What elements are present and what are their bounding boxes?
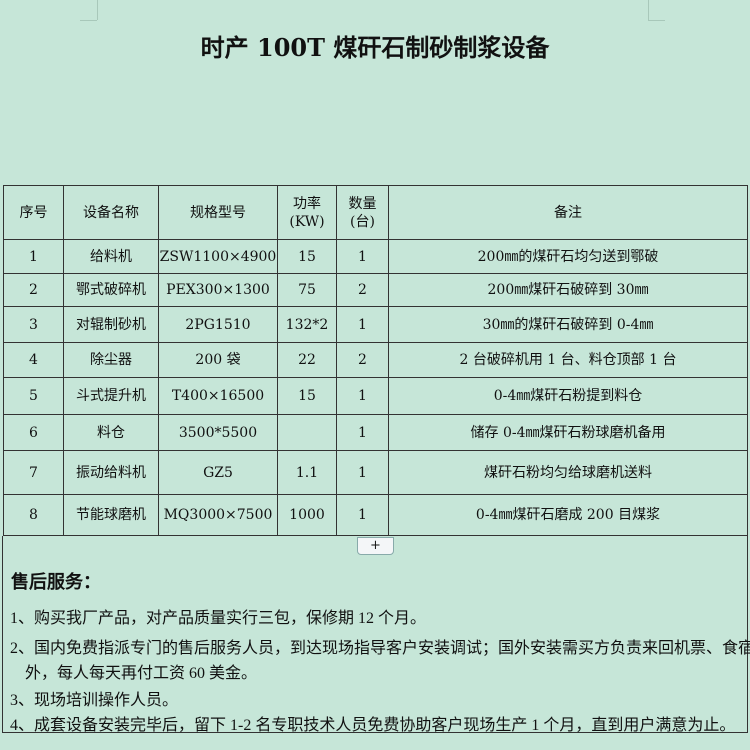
service-line: 3、现场培训操作人员。 [10,692,179,709]
header-model: 规格型号 [158,185,278,240]
service-line: 4、成套设备安装完毕后，留下 1-2 名专职技术人员免费协助客户现场生产 1 个… [10,717,736,734]
table-header-row: 序号 设备名称 规格型号 功率 (KW) 数量 (台) 备注 [3,185,748,240]
row-index-cell: 6 [3,414,64,451]
equipment-name-cell: 料仓 [63,414,159,451]
header-qty-label: 数量 [348,195,377,212]
power-cell: 132*2 [277,306,337,343]
equipment-name-cell: 给料机 [63,239,159,274]
row-index-cell: 8 [3,494,64,536]
row-index-cell: 3 [3,306,64,343]
table-row: 6 料仓 3500*5500 1 储存 0-4㎜煤矸石粉球磨机备用 [3,414,748,451]
quantity-cell: 2 [336,342,389,378]
equipment-name-cell: 振动给料机 [63,450,159,495]
corner-mark [97,0,98,20]
notes-cell: 储存 0-4㎜煤矸石粉球磨机备用 [388,414,748,451]
notes-cell: 煤矸石粉均匀给球磨机送料 [388,450,748,495]
equipment-name-cell: 鄂式破碎机 [63,273,159,307]
row-index-cell: 7 [3,450,64,495]
model-cell: 200 袋 [158,342,278,378]
model-cell: PEX300×1300 [158,273,278,307]
header-power-unit: (KW) [289,213,325,230]
equipment-name-cell: 对辊制砂机 [63,306,159,343]
power-cell [277,414,337,451]
row-index-cell: 1 [3,239,64,274]
equipment-table: 序号 设备名称 规格型号 功率 (KW) 数量 (台) 备注 1 给料机 ZSW1100… [3,185,748,536]
model-cell: GZ5 [158,450,278,495]
after-sales-section: 售后服务： 1、购买我厂产品，对产品质量实行三包，保修期 12 个月。 2、国内… [2,536,750,734]
service-heading: 售后服务： [11,572,101,592]
notes-cell: 0-4㎜煤矸石粉提到料仓 [388,377,748,415]
quantity-cell: 1 [336,450,389,495]
model-cell: ZSW1100×4900 [158,239,278,274]
notes-cell: 30㎜的煤矸石破碎到 0-4㎜ [388,306,748,343]
table-row: 1 给料机 ZSW1100×4900 15 1 200㎜的煤矸石均匀送到鄂破 [3,239,748,274]
corner-mark [648,20,665,21]
add-row-button[interactable]: + [357,537,394,555]
header-notes: 备注 [388,185,748,240]
page-title: 时产 100T 煤矸石制砂制浆设备 [200,33,550,62]
row-index-cell: 5 [3,377,64,415]
model-cell: T400×16500 [158,377,278,415]
service-line: 1、购买我厂产品，对产品质量实行三包，保修期 12 个月。 [10,610,427,627]
power-cell: 1.1 [277,450,337,495]
table-row: 3 对辊制砂机 2PG1510 132*2 1 30㎜的煤矸石破碎到 0-4㎜ [3,306,748,343]
header-qty-unit: (台) [350,213,375,230]
row-index-cell: 4 [3,342,64,378]
notes-cell: 200㎜的煤矸石均匀送到鄂破 [388,239,748,274]
table-row: 2 鄂式破碎机 PEX300×1300 75 2 200㎜煤矸石破碎到 30㎜ [3,273,748,307]
header-qty: 数量 (台) [336,185,389,240]
table-row: 7 振动给料机 GZ5 1.1 1 煤矸石粉均匀给球磨机送料 [3,450,748,495]
quantity-cell: 2 [336,273,389,307]
quantity-cell: 1 [336,306,389,343]
power-cell: 22 [277,342,337,378]
table-row: 4 除尘器 200 袋 22 2 2 台破碎机用 1 台、料仓顶部 1 台 [3,342,748,378]
quantity-cell: 1 [336,414,389,451]
header-index: 序号 [3,185,64,240]
quantity-cell: 1 [336,377,389,415]
header-name: 设备名称 [63,185,159,240]
notes-cell: 2 台破碎机用 1 台、料仓顶部 1 台 [388,342,748,378]
power-cell: 75 [277,273,337,307]
equipment-name-cell: 斗式提升机 [63,377,159,415]
power-cell: 15 [277,377,337,415]
header-power-label: 功率 [293,195,321,212]
power-cell: 15 [277,239,337,274]
model-cell: MQ3000×7500 [158,494,278,536]
quantity-cell: 1 [336,494,389,536]
service-line: 2、国内免费指派专门的售后服务人员，到达现场指导客户安装调试；国外安装需买方负责… [10,640,750,657]
notes-cell: 200㎜煤矸石破碎到 30㎜ [388,273,748,307]
service-line: 外，每人每天再付工资 60 美金。 [25,665,258,682]
power-cell: 1000 [277,494,337,536]
model-cell: 2PG1510 [158,306,278,343]
row-index-cell: 2 [3,273,64,307]
corner-mark [80,20,97,21]
notes-cell: 0-4㎜煤矸石磨成 200 目煤浆 [388,494,748,536]
header-power: 功率 (KW) [277,185,337,240]
table-row: 5 斗式提升机 T400×16500 15 1 0-4㎜煤矸石粉提到料仓 [3,377,748,415]
table-row: 8 节能球磨机 MQ3000×7500 1000 1 0-4㎜煤矸石磨成 200 目煤浆 [3,494,748,536]
equipment-name-cell: 节能球磨机 [63,494,159,536]
quantity-cell: 1 [336,239,389,274]
corner-mark [648,0,649,20]
equipment-name-cell: 除尘器 [63,342,159,378]
model-cell: 3500*5500 [158,414,278,451]
